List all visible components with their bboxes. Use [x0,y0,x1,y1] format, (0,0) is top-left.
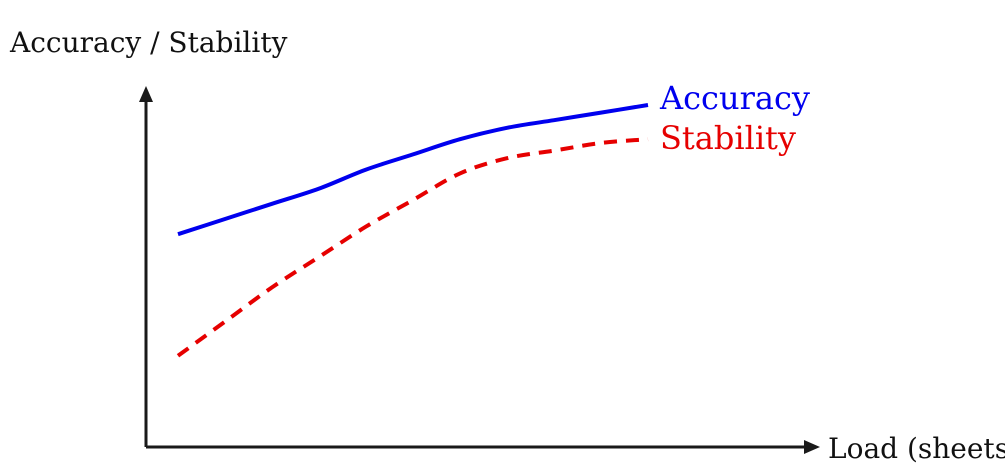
series-label-accuracy: Accuracy [659,79,810,117]
y-axis-label: Accuracy / Stability [9,26,288,59]
y-axis-arrow-icon [139,86,153,102]
axes [139,86,820,454]
x-axis-arrow-icon [804,440,820,454]
series-line-stability [176,137,649,358]
series-label-stability: Stability [660,119,796,157]
series-line-accuracy [177,103,649,237]
x-axis-label: Load (sheets) [828,432,1005,465]
